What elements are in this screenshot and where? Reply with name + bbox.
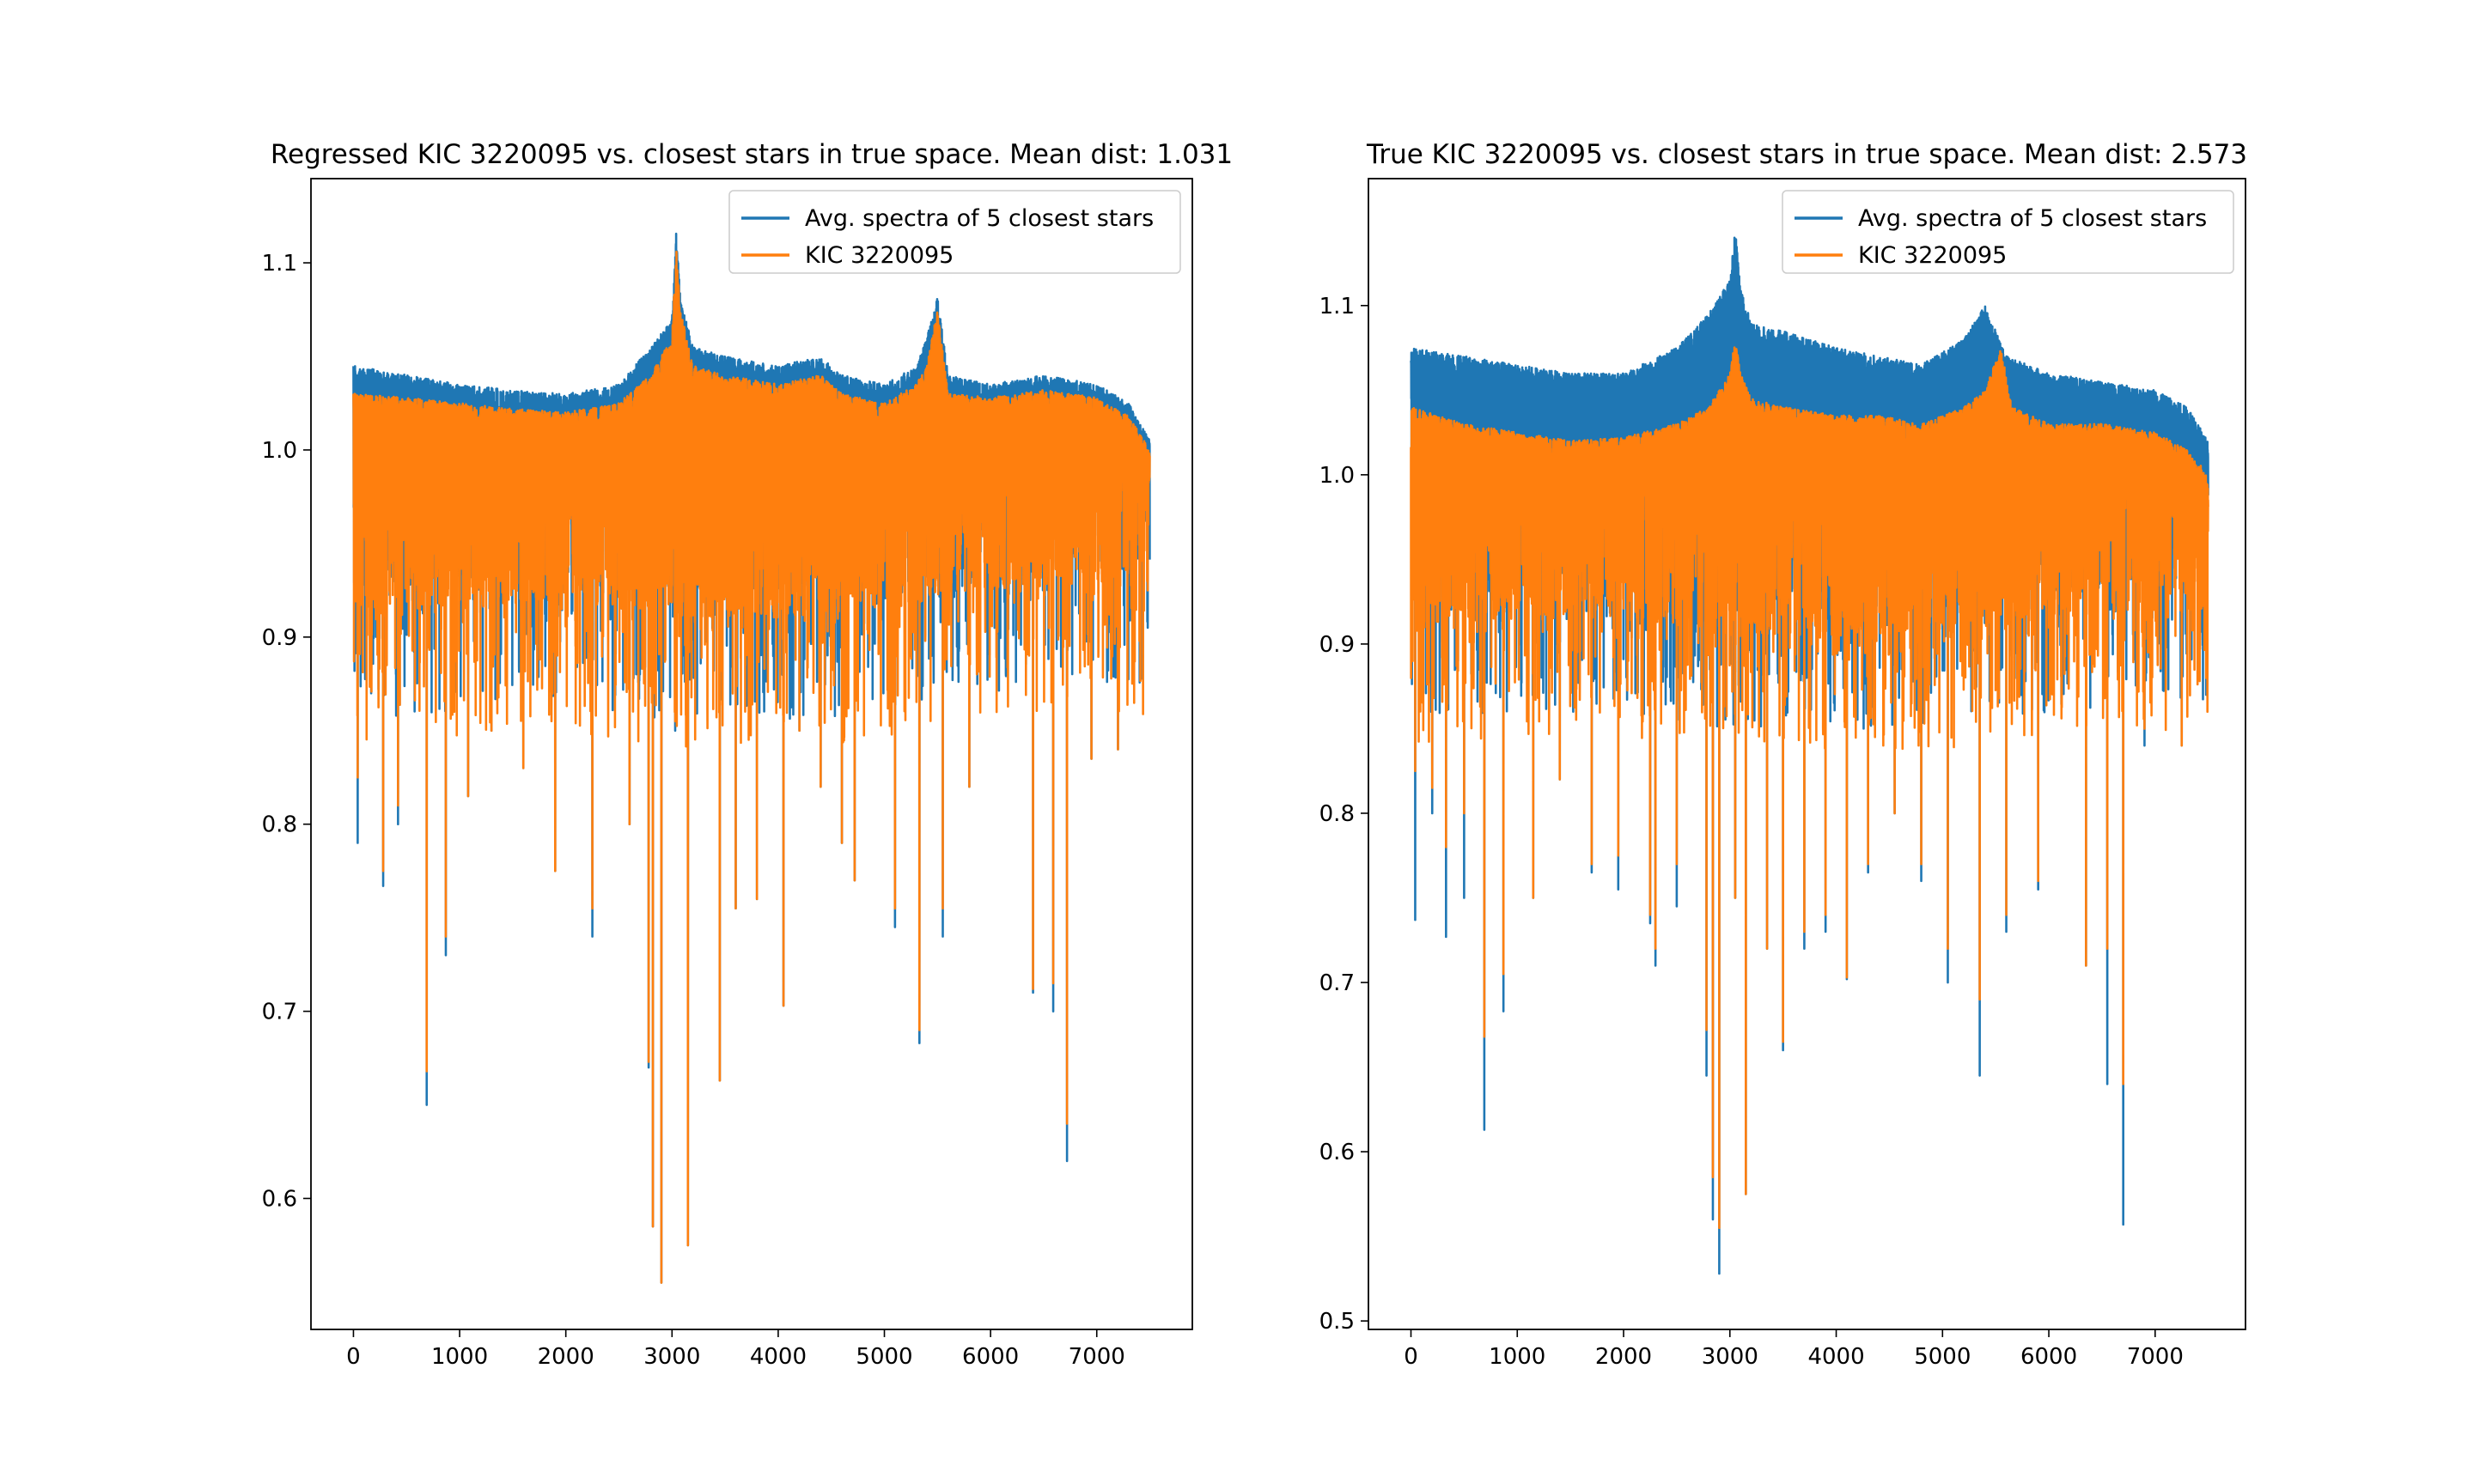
axes-frame [1368,178,2246,1330]
y-tick-label: 0.5 [1319,1309,1355,1335]
y-tick-label: 1.1 [1319,294,1355,319]
y-tick-label: 0.7 [262,1000,297,1025]
series-line-kic-3220095 [1410,346,2209,1230]
chart-title: Regressed KIC 3220095 vs. closest stars … [271,139,1233,170]
x-tick-label: 1000 [1489,1344,1545,1370]
axes-frame [310,178,1193,1330]
x-tick-label: 3000 [1702,1344,1758,1370]
x-tick-label: 6000 [962,1344,1019,1370]
legend-box [728,190,1181,274]
series-line-kic-3220095 [352,250,1151,1284]
legend-label: Avg. spectra of 5 closest stars [1858,205,2207,232]
x-tick-label: 2000 [538,1344,594,1370]
x-tick-label: 4000 [750,1344,807,1370]
right-chart: 0 1000 2000 3000 4000 5000 6000 7000 0.5 0.6 0.7 0.… [1319,139,2247,1370]
y-tick-label: 0.6 [262,1186,297,1212]
y-tick-label: 0.9 [1319,632,1355,658]
x-tick-label: 3000 [643,1344,700,1370]
x-tick-label: 7000 [1069,1344,1125,1370]
legend-label: KIC 3220095 [805,242,954,269]
x-tick-label: 5000 [1914,1344,1971,1370]
y-tick-label: 0.9 [262,625,297,651]
y-tick-label: 0.6 [1319,1140,1355,1165]
chart-title: True KIC 3220095 vs. closest stars in tr… [1366,139,2247,170]
legend-label: KIC 3220095 [1858,242,2007,269]
y-tick-label: 1.1 [262,251,297,277]
x-tick-label: 1000 [431,1344,488,1370]
left-chart: 0 1000 2000 3000 4000 5000 6000 7000 0.6 0.7 0.8 0.… [262,139,1234,1370]
x-tick-label: 0 [346,1344,361,1370]
x-tick-label: 5000 [856,1344,912,1370]
x-tick-label: 4000 [1807,1344,1864,1370]
y-tick-label: 0.8 [1319,801,1355,827]
y-tick-label: 0.7 [1319,970,1355,996]
y-tick-label: 1.0 [1319,463,1355,489]
legend-box [1782,190,2234,274]
legend-label: Avg. spectra of 5 closest stars [805,205,1154,232]
y-tick-label: 0.8 [262,812,297,838]
x-tick-label: 0 [1404,1344,1418,1370]
y-tick-label: 1.0 [262,438,297,464]
x-tick-label: 6000 [2020,1344,2077,1370]
x-tick-label: 7000 [2127,1344,2184,1370]
x-tick-label: 2000 [1595,1344,1652,1370]
